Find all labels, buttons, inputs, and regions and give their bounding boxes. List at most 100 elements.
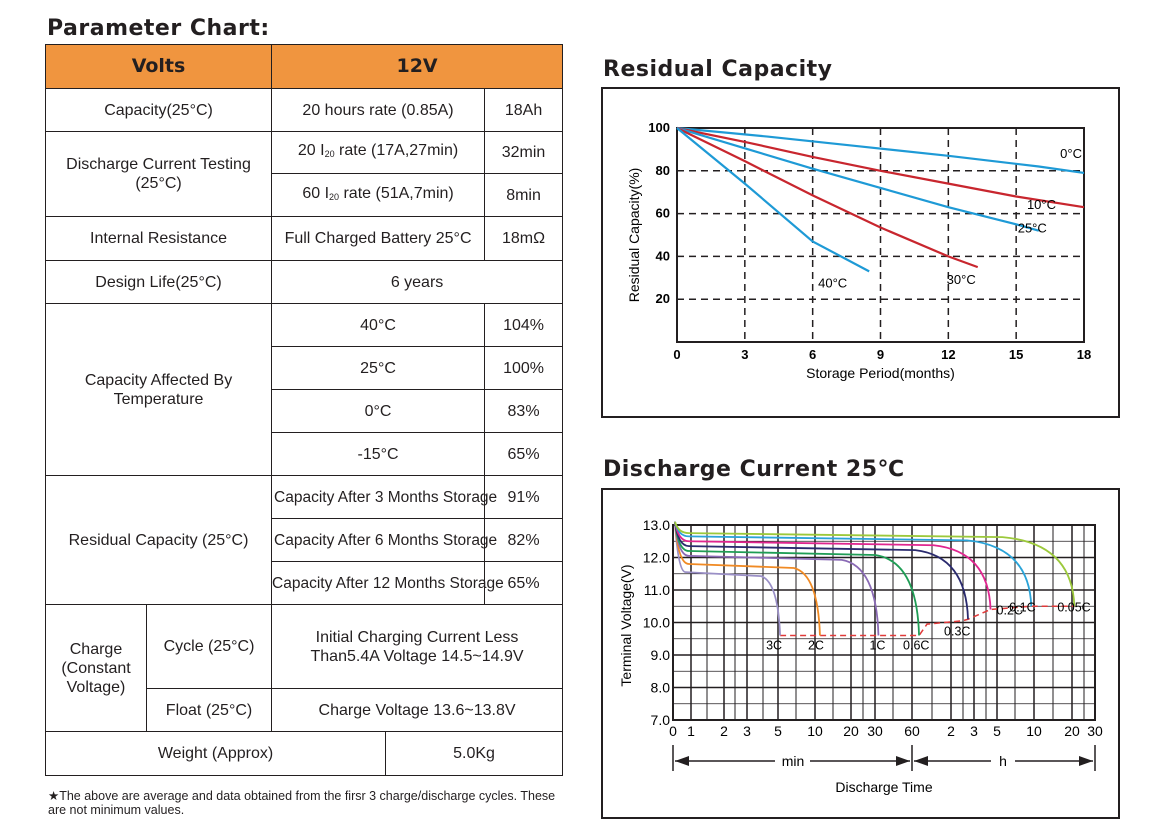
residual-value: 82% xyxy=(484,518,564,562)
y-axis-label: Terminal Voltage(V) xyxy=(618,564,634,686)
x-tick-label: 3 xyxy=(743,723,751,739)
discharge-rate-2-pre: 60 xyxy=(302,184,325,202)
discharge-rate-1-pre: 20 xyxy=(297,142,321,159)
current-subscript: 20 xyxy=(324,149,335,159)
x-tick-label: 12 xyxy=(941,347,955,362)
x-axis-label: Storage Period(months) xyxy=(806,365,955,381)
y-tick-label: 100 xyxy=(648,120,670,135)
x-tick-label: 20 xyxy=(843,723,859,739)
x-tick-label: 10 xyxy=(807,723,823,739)
residual-value: 91% xyxy=(484,475,564,519)
discharge-rate-2: 60 I20 rate (51A,7min) xyxy=(271,173,486,217)
series-label: 25°C xyxy=(1018,221,1047,236)
min-unit-label: min xyxy=(782,753,805,769)
series-line-10c xyxy=(676,126,1085,209)
series-label: 0.2C xyxy=(997,604,1023,618)
series-label: 3C xyxy=(766,639,782,653)
temperature-value: 100% xyxy=(484,346,564,390)
current-symbol: I xyxy=(324,184,330,202)
discharge-chart-frame: 0 1 2 3 5 10 20 30 60 2 3 5 10 20 30 13.0 12.0 11.0 10.0 9.… xyxy=(601,488,1120,819)
y-tick-label: 80 xyxy=(656,163,670,178)
y-tick-label: 7.0 xyxy=(651,712,671,728)
y-tick-label: 11.0 xyxy=(644,582,670,598)
cycle-label: Cycle (25°C) xyxy=(145,604,273,689)
x-tick-label: 0 xyxy=(673,347,680,362)
parameter-chart-title: Parameter Chart: xyxy=(47,16,270,41)
charge-label: Charge (Constant Voltage) xyxy=(45,604,147,732)
series-label: 0.1C xyxy=(1009,600,1035,614)
y-axis-label: Residual Capacity(%) xyxy=(626,168,642,303)
series-label: 0.6C xyxy=(903,639,929,653)
series-line-1C xyxy=(674,521,880,636)
temperature-value: 83% xyxy=(484,389,564,433)
parameter-table: Volts 12V Capacity(25°C) 20 hours rate (… xyxy=(44,44,564,776)
series-line-0.1C xyxy=(674,521,1033,607)
series-label: 10°C xyxy=(1027,197,1056,212)
arrow-head xyxy=(896,756,910,766)
design-life-value: 6 years xyxy=(271,260,564,304)
weight-value: 5.0Kg xyxy=(385,731,564,776)
arrow-head xyxy=(914,756,928,766)
float-value: Charge Voltage 13.6~13.8V xyxy=(271,688,564,732)
x-tick-label: 5 xyxy=(774,723,782,739)
float-label: Float (25°C) xyxy=(145,688,273,732)
x-tick-label: 2 xyxy=(720,723,728,739)
x-tick-label: 60 xyxy=(904,723,920,739)
series-label: 0.3C xyxy=(944,624,970,638)
x-tick-label: 2 xyxy=(947,723,955,739)
residual-label: Residual Capacity (25°C) xyxy=(44,475,273,605)
cutoff-line xyxy=(780,605,1075,637)
volts-label: Volts xyxy=(44,44,273,89)
residual-capacity-title: Residual Capacity xyxy=(603,57,833,82)
residual-row: Capacity After 6 Months Storage xyxy=(271,518,497,562)
internal-resistance-label: Internal Resistance xyxy=(44,216,273,261)
internal-resistance-value: 18mΩ xyxy=(484,216,564,261)
residual-capacity-chart: 0 3 6 9 12 15 18 100 80 60 40 20 Storage Period(mont… xyxy=(626,120,1091,381)
temperature-value: 65% xyxy=(484,432,564,476)
series-label: 0.05C xyxy=(1057,600,1090,614)
current-symbol: I xyxy=(320,142,325,159)
volts-value: 12V xyxy=(271,44,564,89)
discharge-rate-1-post: rate (17A,27min) xyxy=(334,142,459,159)
y-tick-label: 8.0 xyxy=(651,680,671,696)
x-tick-label: 3 xyxy=(970,723,978,739)
x-tick-label: 15 xyxy=(1009,347,1023,362)
y-tick-label: 40 xyxy=(656,248,670,263)
y-tick-label: 60 xyxy=(656,206,670,221)
x-tick-label: 10 xyxy=(1026,723,1042,739)
cycle-value: Initial Charging Current Less Than5.4A V… xyxy=(271,604,564,689)
temperature-row: 0°C xyxy=(271,389,486,433)
discharge-value-2: 8min xyxy=(484,173,564,217)
series-label: 2C xyxy=(808,639,824,653)
y-tick-label: 20 xyxy=(656,291,670,306)
internal-resistance-condition: Full Charged Battery 25°C xyxy=(271,216,486,261)
series-line-0.3C xyxy=(674,521,969,620)
series-label: 0°C xyxy=(1060,146,1082,161)
x-tick-label: 3 xyxy=(741,347,748,362)
series-line-25c xyxy=(676,126,1040,232)
discharge-label: Discharge Current Testing (25°C) xyxy=(44,131,273,217)
series-line-2C xyxy=(674,521,821,636)
footnote: ★The above are average and data obtained… xyxy=(48,789,556,817)
series-label: 40°C xyxy=(818,275,847,290)
residual-chart-frame: 0 3 6 9 12 15 18 100 80 60 40 20 Storage Period(mont… xyxy=(601,87,1120,418)
x-tick-label: 5 xyxy=(993,723,1001,739)
series-line-3C xyxy=(674,521,781,636)
series-line-30c xyxy=(676,127,979,269)
capacity-label: Capacity(25°C) xyxy=(44,88,273,132)
residual-row: Capacity After 12 Months Storage xyxy=(271,561,504,605)
temperature-label: Capacity Affected By Temperature xyxy=(44,303,273,476)
y-tick-label: 13.0 xyxy=(643,517,670,533)
design-life-label: Design Life(25°C) xyxy=(44,260,273,304)
x-tick-label: 0 xyxy=(669,723,677,739)
y-tick-label: 9.0 xyxy=(651,647,671,663)
temperature-row: 40°C xyxy=(271,303,486,347)
discharge-rate-2-post: rate (51A,7min) xyxy=(339,184,454,202)
discharge-rate-1: 20 I20 rate (17A,27min) xyxy=(271,131,486,174)
capacity-rate: 20 hours rate (0.85A) xyxy=(271,88,486,132)
series-label: 1C xyxy=(869,639,885,653)
residual-row: Capacity After 3 Months Storage xyxy=(271,475,497,519)
x-tick-label: 20 xyxy=(1064,723,1080,739)
x-tick-label: 18 xyxy=(1077,347,1091,362)
y-tick-label: 12.0 xyxy=(643,550,670,566)
